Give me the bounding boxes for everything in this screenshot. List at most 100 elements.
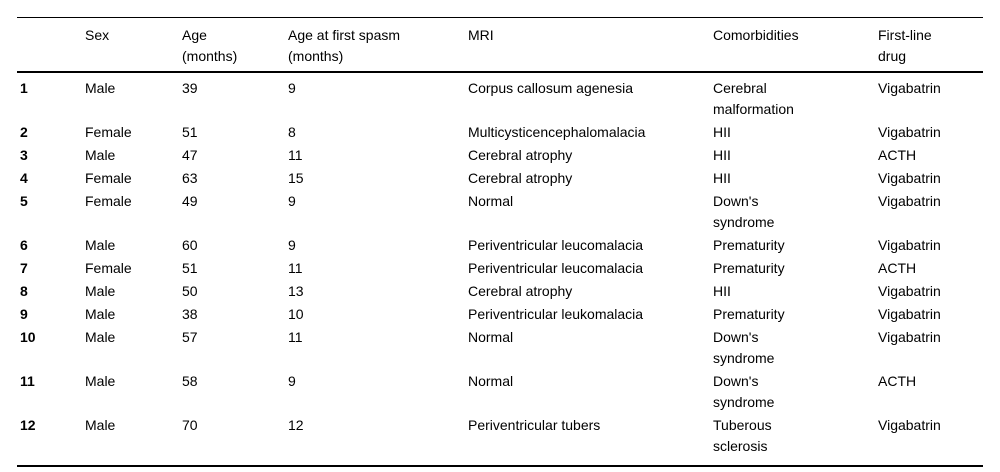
column-header-age: Age (months) (182, 17, 288, 73)
cell-comorbidities: HII (713, 170, 731, 186)
cell-age_first_spasm: 11 (288, 147, 303, 163)
cell-mri: Periventricular tubers (468, 417, 601, 433)
table-row: 5 Female 49 9 Normal Down's syndrome Vigabatri… (17, 190, 983, 234)
cell-first_line_drug: Vigabatrin (878, 170, 941, 186)
cell-comorbidities: Down's syndrome (713, 193, 775, 230)
cell-mri: Cerebral atrophy (468, 170, 573, 186)
cell-first_line_drug: Vigabatrin (878, 329, 941, 345)
cell-age: 39 (182, 80, 198, 96)
cell-first_line_drug: Vigabatrin (878, 237, 941, 253)
table-header: Sex Age (months) Age at first spasm (mon… (17, 17, 983, 73)
cell-row-number: 11 (20, 373, 35, 389)
cell-age_first_spasm: 11 (288, 260, 303, 276)
cell-comorbidities: Prematurity (713, 237, 785, 253)
table-row: 3 Male 47 11 Cerebral atrophy HII ACTH (17, 144, 983, 167)
cell-sex: Female (85, 193, 132, 209)
cell-comorbidities: Tuberous sclerosis (713, 417, 772, 454)
column-header-mri: MRI (468, 17, 713, 73)
cell-mri: Normal (468, 329, 514, 345)
patients-table: Sex Age (months) Age at first spasm (mon… (17, 17, 983, 467)
cell-first_line_drug: Vigabatrin (878, 193, 941, 209)
column-header-id (17, 17, 85, 73)
cell-row-number: 4 (20, 170, 28, 186)
cell-sex: Male (85, 329, 116, 345)
cell-age_first_spasm: 11 (288, 329, 303, 345)
cell-mri: Normal (468, 193, 514, 209)
cell-row-number: 8 (20, 283, 28, 299)
column-header-comorbidities: Comorbidities (713, 17, 878, 73)
cell-age_first_spasm: 9 (288, 80, 296, 96)
table-row: 11 Male 58 9 Normal Down's syndrome ACTH (17, 370, 983, 414)
cell-sex: Male (85, 283, 116, 299)
cell-first_line_drug: ACTH (878, 147, 917, 163)
cell-row-number: 5 (20, 193, 28, 209)
header-row: Sex Age (months) Age at first spasm (mon… (17, 17, 983, 73)
cell-mri: Cerebral atrophy (468, 283, 573, 299)
cell-age: 60 (182, 237, 198, 253)
cell-first_line_drug: Vigabatrin (878, 80, 941, 96)
cell-first_line_drug: Vigabatrin (878, 124, 941, 140)
cell-age: 57 (182, 329, 198, 345)
cell-first_line_drug: Vigabatrin (878, 283, 941, 299)
cell-mri: Periventricular leukomalacia (468, 306, 644, 322)
column-header-age-first-spasm: Age at first spasm (months) (288, 17, 468, 73)
table-row: 12 Male 70 12 Periventricular tubers Tuberous… (17, 414, 983, 466)
cell-comorbidities: Down's syndrome (713, 329, 775, 366)
cell-mri: Cerebral atrophy (468, 147, 573, 163)
cell-mri: Corpus callosum agenesia (468, 80, 633, 96)
cell-comorbidities: HII (713, 283, 731, 299)
cell-age: 49 (182, 193, 198, 209)
table-row: 6 Male 60 9 Periventricular leucomalacia Prem… (17, 234, 983, 257)
cell-age_first_spasm: 9 (288, 237, 296, 253)
cell-age_first_spasm: 10 (288, 306, 304, 322)
cell-row-number: 10 (20, 329, 36, 345)
cell-sex: Male (85, 237, 116, 253)
cell-row-number: 12 (20, 417, 36, 433)
cell-age_first_spasm: 13 (288, 283, 304, 299)
cell-age: 70 (182, 417, 198, 433)
cell-age: 38 (182, 306, 198, 322)
cell-sex: Male (85, 417, 116, 433)
cell-row-number: 1 (20, 80, 28, 96)
table-row: 2 Female 51 8 Multicysticencephalomalacia HII… (17, 121, 983, 144)
cell-age: 58 (182, 373, 198, 389)
cell-first_line_drug: ACTH (878, 260, 917, 276)
cell-mri: Normal (468, 373, 514, 389)
cell-sex: Female (85, 124, 132, 140)
cell-age: 63 (182, 170, 198, 186)
cell-comorbidities: Cerebral malformation (713, 80, 794, 117)
cell-mri: Multicysticencephalomalacia (468, 124, 646, 140)
cell-age_first_spasm: 9 (288, 193, 296, 209)
table-row: 10 Male 57 11 Normal Down's syndrome Vigabatri… (17, 326, 983, 370)
cell-sex: Male (85, 306, 116, 322)
cell-age: 51 (182, 260, 198, 276)
cell-row-number: 2 (20, 124, 28, 140)
cell-comorbidities: Down's syndrome (713, 373, 775, 410)
table-sheet: Sex Age (months) Age at first spasm (mon… (17, 17, 983, 467)
cell-comorbidities: Prematurity (713, 260, 785, 276)
cell-sex: Male (85, 147, 116, 163)
cell-first_line_drug: Vigabatrin (878, 306, 941, 322)
cell-sex: Male (85, 373, 116, 389)
column-header-first-line-drug: First-line drug (878, 17, 983, 73)
cell-row-number: 9 (20, 306, 28, 322)
cell-mri: Periventricular leucomalacia (468, 237, 644, 253)
table-row: 7 Female 51 11 Periventricular leucomalacia P… (17, 257, 983, 280)
table-row: 4 Female 63 15 Cerebral atrophy HII Vigabatrin (17, 167, 983, 190)
cell-age_first_spasm: 15 (288, 170, 304, 186)
column-header-sex: Sex (85, 17, 182, 73)
cell-age_first_spasm: 12 (288, 417, 304, 433)
table-row: 1 Male 39 9 Corpus callosum agenesia Cerebral… (17, 72, 983, 121)
cell-sex: Female (85, 260, 132, 276)
cell-row-number: 6 (20, 237, 28, 253)
cell-age_first_spasm: 8 (288, 124, 296, 140)
cell-age: 50 (182, 283, 198, 299)
table-row: 9 Male 38 10 Periventricular leukomalacia Pre… (17, 303, 983, 326)
table-row: 8 Male 50 13 Cerebral atrophy HII Vigabatrin (17, 280, 983, 303)
cell-sex: Female (85, 170, 132, 186)
cell-mri: Periventricular leucomalacia (468, 260, 644, 276)
cell-first_line_drug: Vigabatrin (878, 417, 941, 433)
cell-age_first_spasm: 9 (288, 373, 296, 389)
cell-comorbidities: Prematurity (713, 306, 785, 322)
